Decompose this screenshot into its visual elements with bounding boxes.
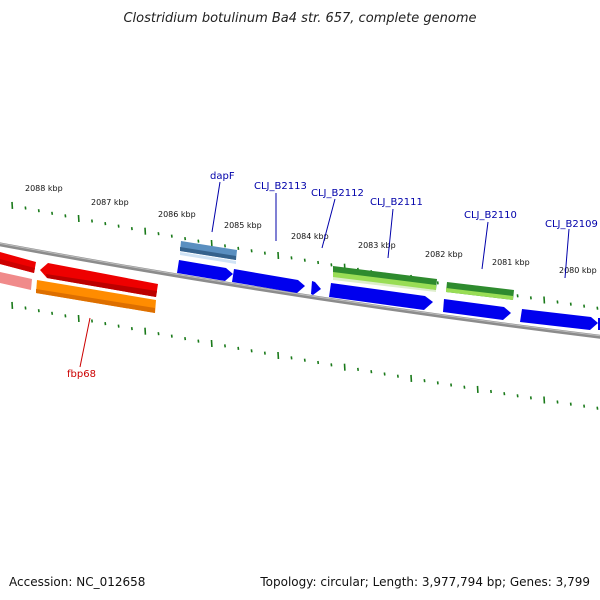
tick-label: 2088 kbp (25, 184, 63, 193)
gene-label-CLJ_B2110[interactable]: CLJ_B2110 (464, 210, 517, 221)
gene-feature-blue[interactable] (520, 309, 598, 330)
gene-feature-blue[interactable] (311, 281, 321, 295)
inner-tick-track (11, 301, 599, 410)
gene-feature-blue[interactable] (232, 269, 305, 293)
gene-feature-pink[interactable] (0, 272, 32, 290)
gene-label-CLJ_B2112[interactable]: CLJ_B2112 (311, 188, 364, 199)
gene-feature-blue[interactable] (329, 283, 433, 310)
genome-backbone-highlight (0, 242, 600, 337)
genome-summary-text: Topology: circular; Length: 3,977,794 bp… (259, 575, 590, 589)
gene-feature-blue[interactable] (443, 299, 511, 320)
gene-feature-red-arrow-shade (46, 274, 157, 297)
gene-feature-green-light (446, 288, 513, 300)
gene-feature-red-shade (0, 259, 35, 273)
gene-feature-green-light (333, 272, 436, 290)
gene-label-CLJ_B2109[interactable]: CLJ_B2109 (545, 219, 598, 230)
tick-label: 2081 kbp (492, 258, 530, 267)
gene-labels: dapF CLJ_B2113 CLJ_B2112 CLJ_B2111 CLJ_B… (67, 171, 598, 380)
gene-feature-green-pale (333, 277, 436, 292)
leader-line (387, 208, 394, 259)
map-title: Clostridium botulinum Ba4 str. 657, comp… (123, 11, 476, 26)
tick-label: 2083 kbp (358, 241, 396, 250)
tick-label: 2082 kbp (425, 250, 463, 259)
reverse-strand-features (0, 272, 156, 313)
leader-line (79, 317, 91, 368)
tick-label: 2080 kbp (559, 266, 597, 275)
gene-label-fbp68[interactable]: fbp68 (67, 369, 96, 380)
gene-feature-orange-shade (36, 289, 155, 313)
tick-label: 2086 kbp (158, 210, 196, 219)
gene-feature-blue[interactable] (177, 260, 233, 281)
gene-label-dapF[interactable]: dapF (210, 171, 235, 182)
tick-label: 2087 kbp (91, 198, 129, 207)
leader-line (564, 228, 570, 279)
gene-feature-steel-shade (180, 247, 236, 260)
leader-line (321, 198, 336, 249)
tick-label: 2084 kbp (291, 232, 329, 241)
gene-label-CLJ_B2111[interactable]: CLJ_B2111 (370, 197, 423, 208)
leader-line (211, 181, 221, 233)
gene-feature-light (180, 252, 236, 264)
tick-label-group: 2088 kbp 2087 kbp 2086 kbp 2085 kbp 2084… (25, 184, 597, 275)
genome-backbone (0, 242, 600, 339)
tick-label: 2085 kbp (224, 221, 262, 230)
gene-label-CLJ_B2113[interactable]: CLJ_B2113 (254, 181, 307, 192)
leader-line (481, 221, 489, 270)
forward-strand-features (0, 241, 600, 330)
gene-leader-lines (79, 181, 570, 368)
accession-text: Accession: NC_012658 (9, 575, 145, 589)
